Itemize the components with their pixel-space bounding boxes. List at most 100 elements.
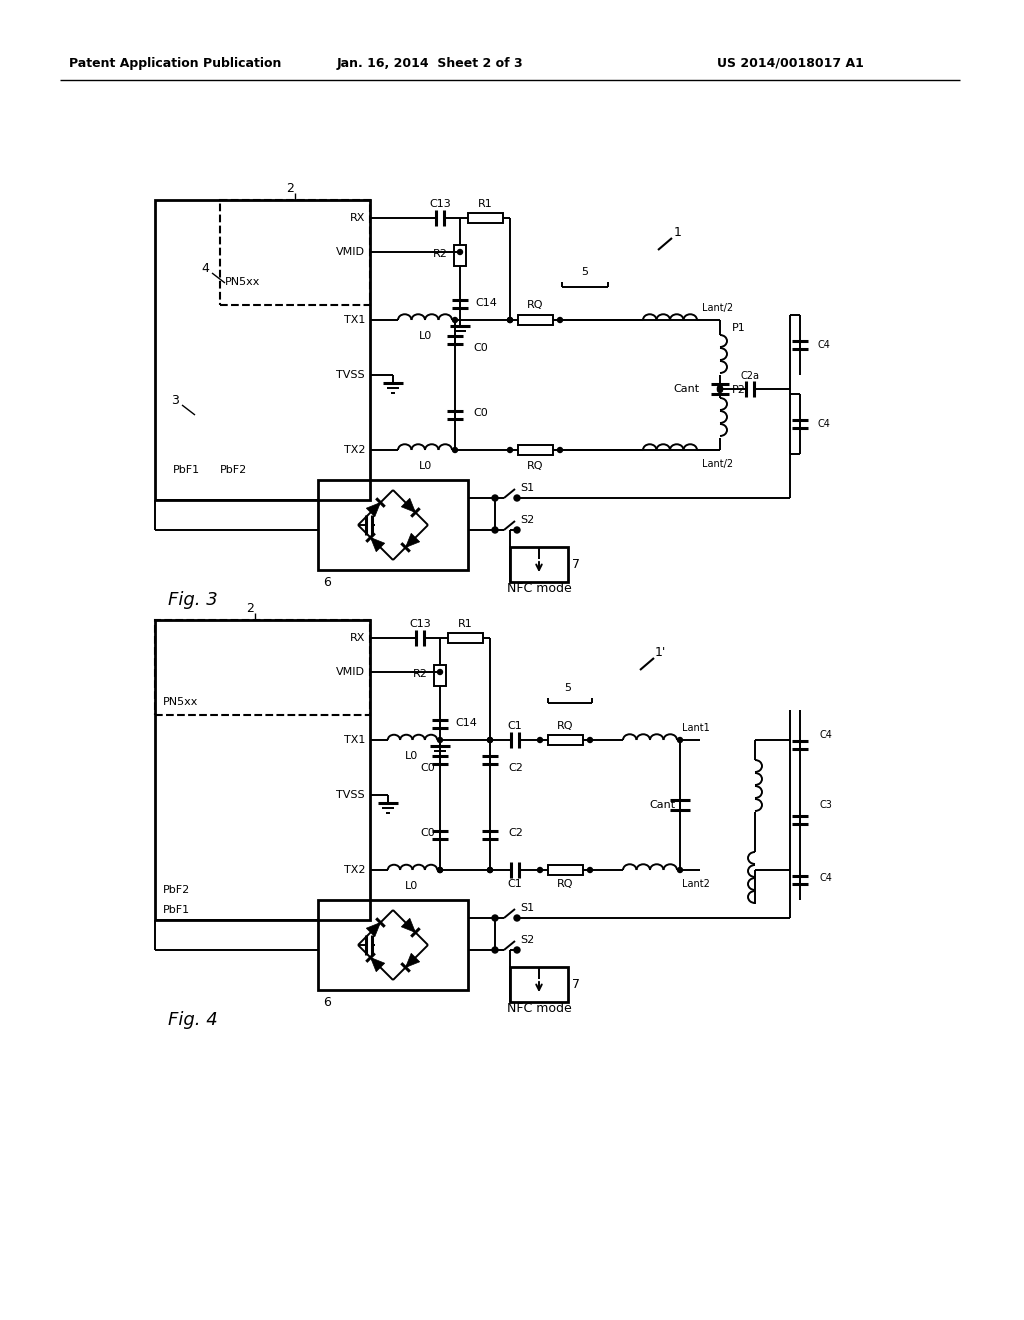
Text: PbF2: PbF2 <box>163 884 190 895</box>
Polygon shape <box>367 923 381 937</box>
Text: C0: C0 <box>420 763 435 774</box>
Text: P1: P1 <box>732 323 745 333</box>
Text: L0: L0 <box>406 880 419 891</box>
Text: TX1: TX1 <box>344 735 365 744</box>
Text: C2a: C2a <box>740 371 760 381</box>
Text: US 2014/0018017 A1: US 2014/0018017 A1 <box>717 57 863 70</box>
Text: Lant1: Lant1 <box>682 723 710 733</box>
Text: TVSS: TVSS <box>336 789 365 800</box>
Text: RQ: RQ <box>557 879 573 888</box>
Text: C4: C4 <box>818 341 830 350</box>
Bar <box>155 201 370 500</box>
Text: Lant/2: Lant/2 <box>702 304 733 313</box>
Circle shape <box>492 527 498 533</box>
Bar <box>517 315 553 325</box>
Circle shape <box>437 867 442 873</box>
Text: PbF1: PbF1 <box>163 906 190 915</box>
Circle shape <box>453 318 458 322</box>
Text: C4: C4 <box>820 730 833 741</box>
Circle shape <box>678 867 683 873</box>
Text: L0: L0 <box>419 331 432 341</box>
Circle shape <box>437 669 442 675</box>
Circle shape <box>492 915 498 921</box>
Bar <box>434 664 446 685</box>
Text: 4: 4 <box>201 261 209 275</box>
Text: L0: L0 <box>406 751 419 762</box>
Text: VMID: VMID <box>336 247 365 257</box>
Text: RQ: RQ <box>526 461 544 471</box>
Circle shape <box>508 447 512 453</box>
Text: R1: R1 <box>477 199 493 209</box>
Text: C3: C3 <box>820 800 833 810</box>
Text: Patent Application Publication: Patent Application Publication <box>69 57 282 70</box>
Bar <box>318 480 468 570</box>
Text: C13: C13 <box>410 619 431 630</box>
Polygon shape <box>406 533 420 548</box>
Circle shape <box>487 738 493 742</box>
Bar <box>318 900 468 990</box>
Circle shape <box>492 946 498 953</box>
Text: VMID: VMID <box>336 667 365 677</box>
Text: PN5xx: PN5xx <box>225 277 260 286</box>
Text: R2: R2 <box>413 669 428 678</box>
Circle shape <box>453 447 458 453</box>
Text: 7: 7 <box>572 978 580 990</box>
Text: C2: C2 <box>508 828 523 838</box>
Text: P2: P2 <box>732 385 745 395</box>
Text: Jan. 16, 2014  Sheet 2 of 3: Jan. 16, 2014 Sheet 2 of 3 <box>337 57 523 70</box>
Text: Cant: Cant <box>649 800 675 810</box>
Circle shape <box>588 867 593 873</box>
Text: PbF2: PbF2 <box>220 465 247 475</box>
Polygon shape <box>367 503 381 516</box>
Text: S1: S1 <box>520 483 535 492</box>
Circle shape <box>514 495 520 502</box>
Text: C1: C1 <box>508 879 522 888</box>
Text: C14: C14 <box>475 298 497 308</box>
Text: 3: 3 <box>171 393 179 407</box>
Text: 7: 7 <box>572 557 580 570</box>
Circle shape <box>557 447 562 453</box>
Bar <box>447 634 482 643</box>
Circle shape <box>508 318 512 322</box>
Text: 1: 1 <box>674 226 682 239</box>
Text: Fig. 3: Fig. 3 <box>168 591 218 609</box>
Bar <box>155 620 370 715</box>
Text: PbF1: PbF1 <box>173 465 200 475</box>
Text: C1: C1 <box>508 721 522 731</box>
Text: C2: C2 <box>508 763 523 774</box>
Text: RX: RX <box>349 634 365 643</box>
Circle shape <box>538 738 543 742</box>
Circle shape <box>718 388 723 392</box>
Text: 5: 5 <box>582 267 589 277</box>
Circle shape <box>437 738 442 742</box>
Text: 5: 5 <box>564 682 571 693</box>
Text: Lant/2: Lant/2 <box>702 459 733 469</box>
Text: Cant: Cant <box>674 384 700 393</box>
Bar <box>510 968 568 1002</box>
Bar <box>454 244 466 265</box>
Bar <box>548 865 583 875</box>
Circle shape <box>458 249 463 255</box>
Circle shape <box>514 946 520 953</box>
Polygon shape <box>371 957 385 972</box>
Text: 2: 2 <box>286 181 294 194</box>
Text: C14: C14 <box>455 718 477 729</box>
Text: NFC mode: NFC mode <box>507 582 571 595</box>
Text: RQ: RQ <box>526 300 544 310</box>
Text: RQ: RQ <box>557 721 573 731</box>
Polygon shape <box>406 953 420 968</box>
Text: C0: C0 <box>420 828 435 838</box>
Text: PN5xx: PN5xx <box>163 697 199 708</box>
Bar <box>468 213 503 223</box>
Text: 1': 1' <box>654 645 666 659</box>
Polygon shape <box>371 537 385 552</box>
Text: R2: R2 <box>433 249 449 259</box>
Text: C4: C4 <box>818 418 830 429</box>
Circle shape <box>508 318 512 322</box>
Bar <box>510 546 568 582</box>
Text: 6: 6 <box>323 576 331 589</box>
Text: TX2: TX2 <box>343 865 365 875</box>
Bar <box>548 735 583 744</box>
Circle shape <box>514 527 520 533</box>
Circle shape <box>538 867 543 873</box>
